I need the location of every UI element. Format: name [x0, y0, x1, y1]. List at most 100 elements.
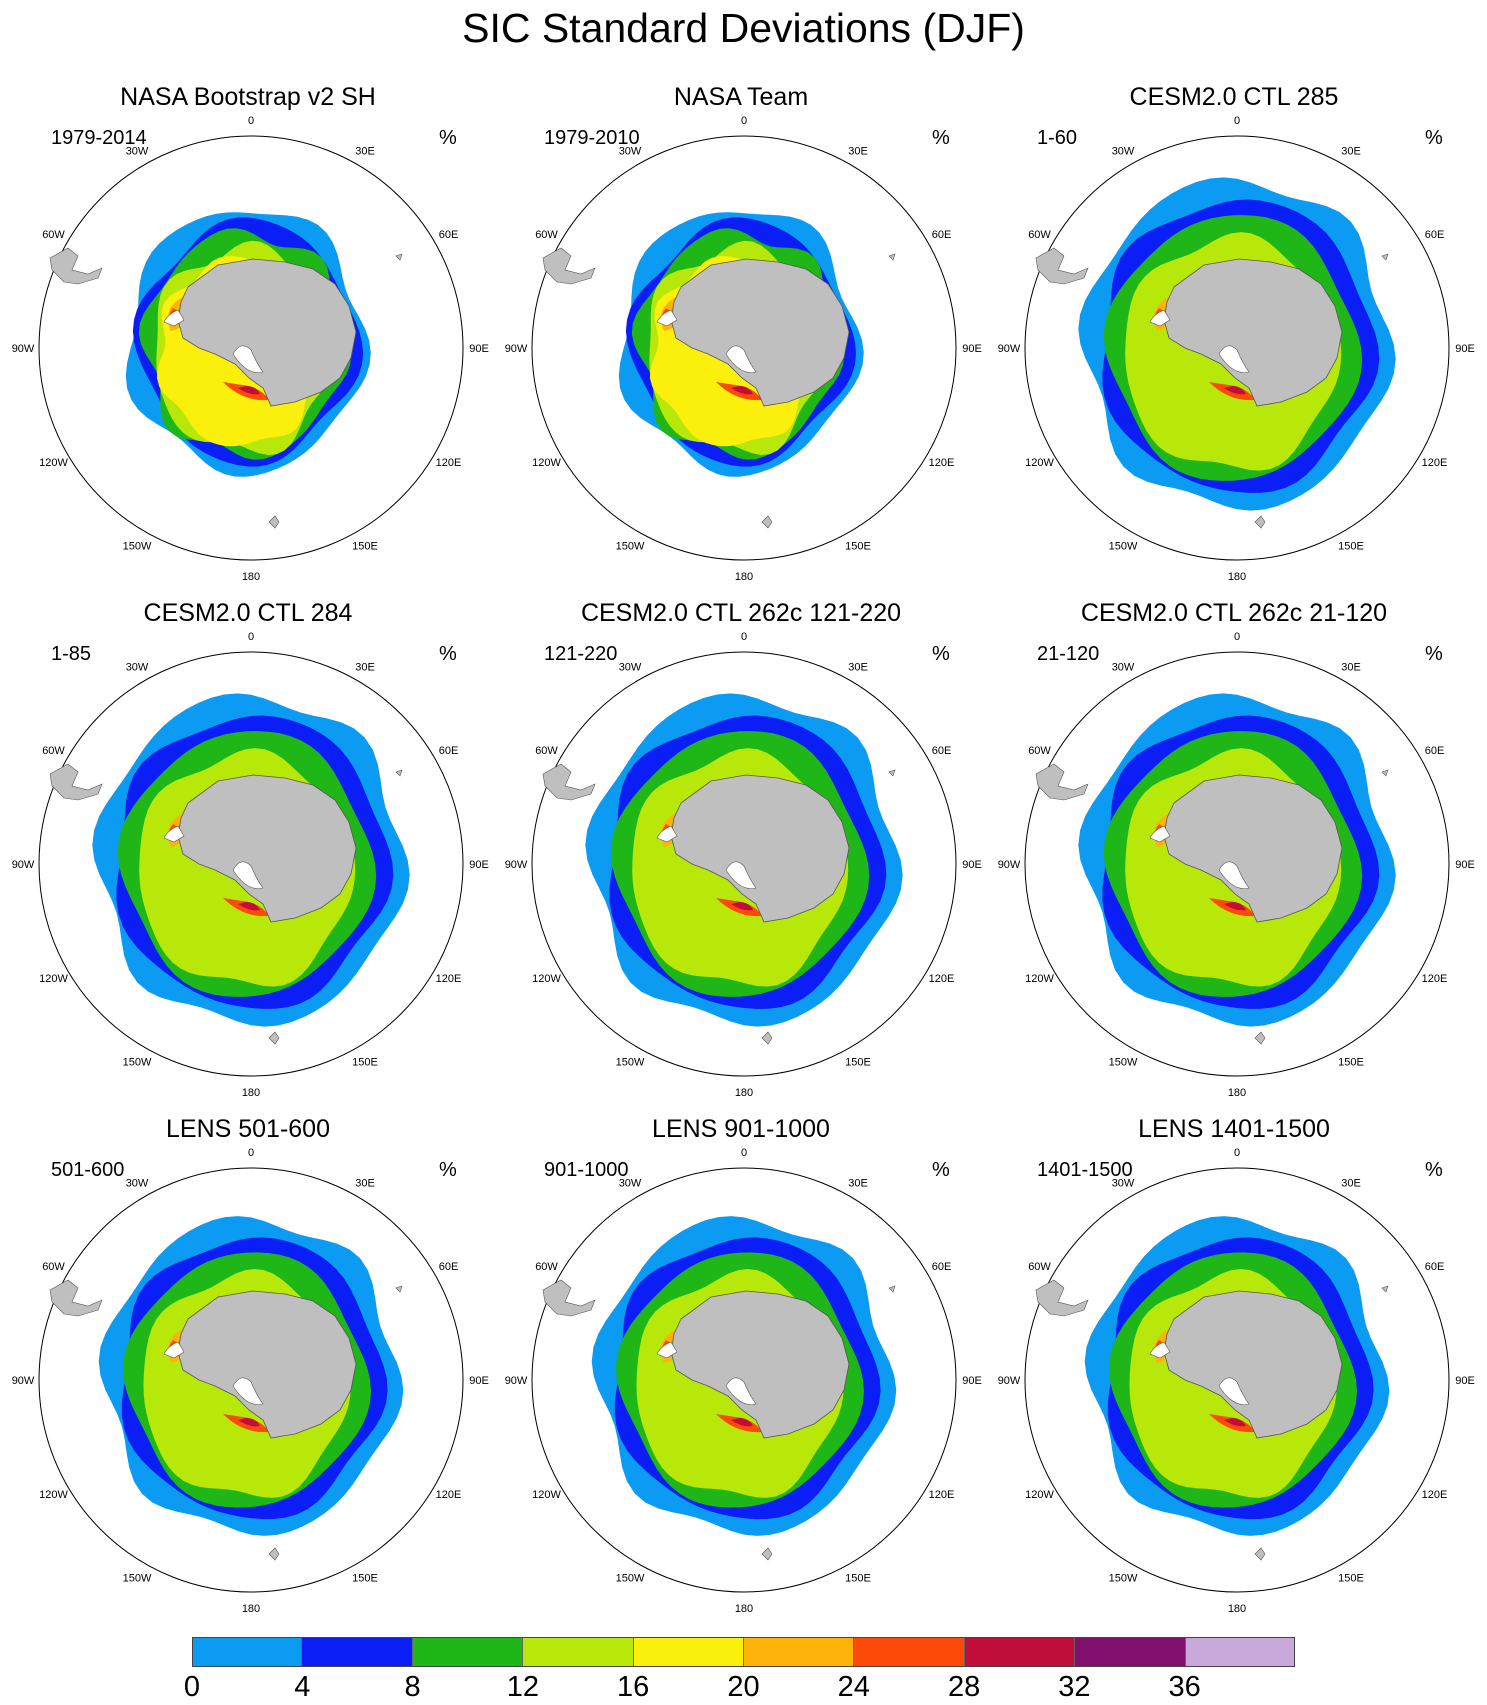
longitude-label: 30E — [355, 662, 375, 674]
polar-map: 0 30E 60E 90E 120E 150E 180 150W 120W 90W 60W 30W — [505, 115, 982, 583]
panel-units: % — [1425, 1159, 1443, 1181]
longitude-label: 90W — [505, 1375, 528, 1387]
longitude-label: 90W — [998, 343, 1021, 355]
longitude-label: 180 — [735, 571, 753, 583]
panel-period: 501-600 — [51, 1159, 125, 1181]
ice-shelf — [163, 309, 185, 327]
longitude-label: 150E — [352, 1573, 378, 1585]
south-america-land — [49, 247, 103, 285]
polar-map: 0 30E 60E 90E 120E 150E 180 150W 120W 90W 60W 30W — [12, 115, 489, 583]
south-america-land — [49, 1279, 103, 1317]
new-zealand-land — [268, 1031, 280, 1045]
ice-shelf — [1149, 825, 1171, 843]
longitude-label: 90W — [505, 859, 528, 871]
island-land — [1381, 1285, 1389, 1293]
longitude-label: 150W — [616, 1057, 645, 1069]
map-panel: NASA Bootstrap v2 SH 1979-2014% 0 30E 60E 90E… — [12, 82, 489, 598]
antarctica-land — [177, 1290, 357, 1439]
longitude-label: 150E — [845, 541, 871, 553]
longitude-label: 0 — [248, 1147, 254, 1159]
antarctica-land — [177, 258, 357, 407]
longitude-label: 150W — [616, 1573, 645, 1585]
longitude-label: 30W — [1112, 146, 1135, 158]
antarctica-land — [1163, 258, 1343, 407]
longitude-label: 30W — [619, 1178, 642, 1190]
longitude-label: 60W — [535, 745, 558, 757]
longitude-label: 120W — [1025, 457, 1054, 469]
island-land — [888, 253, 896, 261]
longitude-label: 60E — [1425, 745, 1445, 757]
longitude-label: 60W — [1028, 229, 1051, 241]
longitude-label: 180 — [1228, 1087, 1246, 1099]
longitude-label: 150W — [123, 541, 152, 553]
map-panel: CESM2.0 CTL 284 1-85% 0 30E 60E 90E 120E 150E 18… — [12, 598, 489, 1114]
antarctica-land — [177, 774, 357, 923]
longitude-label: 30W — [1112, 1178, 1135, 1190]
longitude-label: 90E — [962, 859, 982, 871]
panel-title: CESM2.0 CTL 285 — [1129, 83, 1339, 111]
island-land — [395, 253, 403, 261]
panel-units: % — [932, 127, 950, 149]
ice-shelf — [1218, 1377, 1250, 1405]
panel-units: % — [932, 643, 950, 665]
longitude-label: 0 — [1234, 631, 1240, 643]
longitude-label: 120E — [929, 457, 955, 469]
longitude-label: 60W — [42, 229, 65, 241]
panel-title: LENS 901-1000 — [652, 1115, 830, 1143]
longitude-label: 150W — [616, 541, 645, 553]
panel-units: % — [1425, 127, 1443, 149]
longitude-label: 90E — [1455, 859, 1475, 871]
ice-shelf — [725, 1377, 757, 1405]
longitude-label: 90W — [12, 343, 35, 355]
sic-contour — [1224, 902, 1246, 911]
map-panel: LENS 501-600 501-600% 0 30E 60E 90E 120E 150E 18… — [12, 1114, 489, 1630]
panel-period: 121-220 — [544, 643, 618, 665]
longitude-label: 0 — [741, 1147, 747, 1159]
longitude-label: 30E — [355, 146, 375, 158]
south-america-land — [49, 763, 103, 801]
longitude-label: 30W — [619, 662, 642, 674]
colorbar-tick-label: 28 — [947, 1671, 981, 1703]
map-panel: CESM2.0 CTL 262c 21-120 21-120% 0 30E 60E 90E… — [998, 598, 1475, 1114]
south-america-land — [542, 247, 596, 285]
polar-map: 0 30E 60E 90E 120E 150E 180 150W 120W 90W 60W 30W — [505, 631, 982, 1099]
panel-title: NASA Team — [673, 83, 809, 111]
ice-shelf — [725, 345, 757, 373]
map-panel: CESM2.0 CTL 262c 121-220 121-220% 0 30E 60E 9… — [505, 598, 982, 1114]
panel-title: CESM2.0 CTL 284 — [143, 599, 353, 627]
ice-shelf — [656, 309, 678, 327]
longitude-label: 60E — [1425, 1261, 1445, 1273]
antarctica-land — [1163, 1290, 1343, 1439]
longitude-label: 0 — [741, 115, 747, 127]
longitude-label: 30E — [355, 1178, 375, 1190]
longitude-label: 150E — [352, 1057, 378, 1069]
figure-title: SIC Standard Deviations (DJF) — [462, 5, 1025, 51]
longitude-label: 30E — [1341, 146, 1361, 158]
south-america-land — [542, 763, 596, 801]
colorbar-tick-label: 16 — [617, 1671, 650, 1703]
ice-shelf — [163, 1341, 185, 1359]
longitude-label: 180 — [735, 1087, 753, 1099]
colorbar-tick-label: 32 — [1058, 1671, 1091, 1703]
colorbar-swatch — [854, 1637, 965, 1667]
polar-map: 0 30E 60E 90E 120E 150E 180 150W 120W 90W 60W 30W — [998, 631, 1475, 1099]
longitude-label: 0 — [741, 631, 747, 643]
longitude-label: 60E — [439, 1261, 459, 1273]
longitude-label: 90W — [12, 1375, 35, 1387]
longitude-label: 150E — [845, 1057, 871, 1069]
longitude-label: 120E — [1422, 457, 1448, 469]
longitude-label: 90E — [962, 343, 982, 355]
new-zealand-land — [268, 515, 280, 529]
south-america-land — [1035, 1279, 1089, 1317]
map-panel: LENS 901-1000 901-1000% 0 30E 60E 90E 120E 150E… — [505, 1114, 982, 1630]
colorbar-swatch — [192, 1637, 303, 1667]
panel-period: 1-85 — [51, 643, 92, 665]
colorbar-swatch — [523, 1637, 634, 1667]
panel-units: % — [1425, 643, 1443, 665]
sic-contour — [238, 1418, 260, 1427]
longitude-label: 30W — [126, 146, 149, 158]
longitude-label: 60E — [932, 229, 952, 241]
longitude-label: 30W — [1112, 662, 1135, 674]
antarctica-land — [1163, 774, 1343, 923]
longitude-label: 30E — [1341, 1178, 1361, 1190]
